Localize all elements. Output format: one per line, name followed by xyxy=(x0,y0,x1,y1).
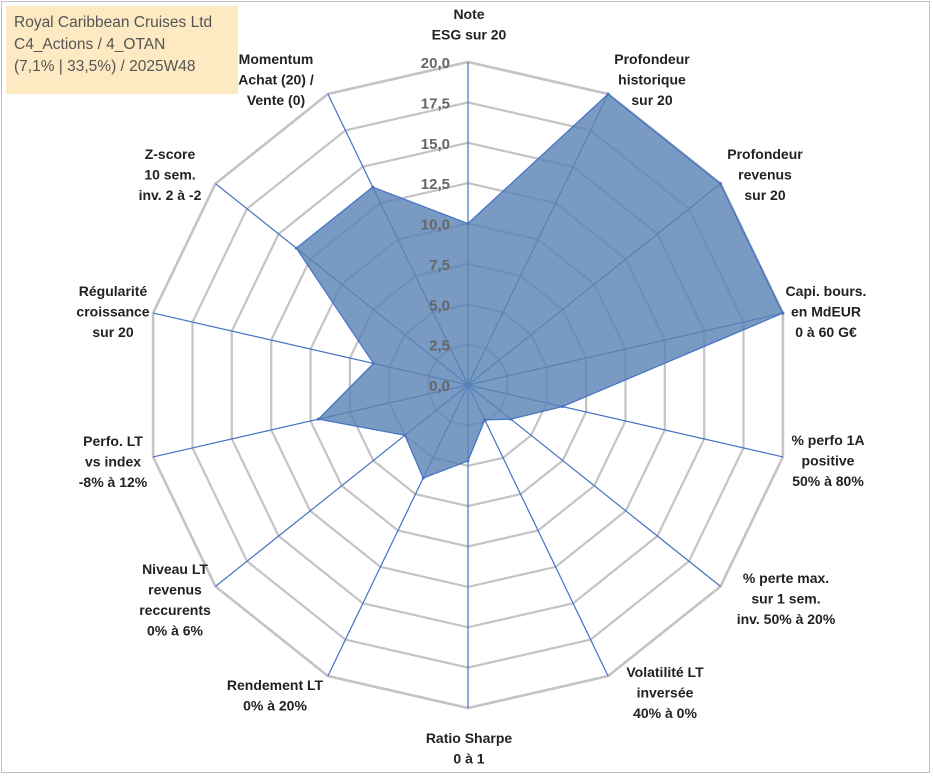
axis-label-line: sur 20 xyxy=(631,92,672,108)
axis-label-line: -8% à 12% xyxy=(79,474,148,490)
info-box: Royal Caribbean Cruises Ltd C4_Actions /… xyxy=(6,6,238,94)
axis-label-line: Momentum xyxy=(239,51,314,67)
axis-label-line: 0% à 6% xyxy=(147,623,204,639)
tick-label: 0,0 xyxy=(429,378,450,395)
axis-label-line: ESG sur 20 xyxy=(432,27,507,43)
axis-label: Momentum Achat (20) / Vente (0) xyxy=(238,51,314,108)
data-point xyxy=(606,92,610,96)
axis-label-line: historique xyxy=(618,72,686,88)
tick-label: 12,5 xyxy=(421,176,450,193)
tick-label: 15,0 xyxy=(421,136,450,153)
axis-label-line: inv. 2 à -2 xyxy=(139,187,202,203)
axis-label: % perte max. sur 1 sem. inv. 50% à 20% xyxy=(737,570,836,627)
data-point xyxy=(372,361,375,365)
data-point xyxy=(509,417,513,421)
axis-label-line: Perfo. LT xyxy=(83,433,143,449)
axis-label-line: vs index xyxy=(85,454,141,470)
axis-label: Niveau LT revenus reccurents 0% à 6% xyxy=(139,561,211,639)
tick-label: 5,0 xyxy=(429,297,450,314)
axis-label-line: Profondeur xyxy=(614,51,690,67)
axis-label: Perfo. LT vs index -8% à 12% xyxy=(79,433,148,490)
axis-label-line: % perfo 1A xyxy=(791,432,864,448)
axis-label: Profondeur revenus sur 20 xyxy=(727,146,803,203)
axis-label-line: Rendement LT xyxy=(227,677,324,693)
axis-label: Régularité croissance sur 20 xyxy=(76,283,149,340)
axis-label-line: 40% à 0% xyxy=(633,705,697,721)
stats-label: (7,1% | 33,5%) / 2025W48 xyxy=(14,58,196,75)
tick-label: 2,5 xyxy=(429,338,450,355)
axis-spoke xyxy=(467,384,609,677)
axis-label: Ratio Sharpe 0 à 1 xyxy=(426,730,513,767)
axis-label-line: Volatilité LT xyxy=(626,664,704,680)
axis-label-line: 50% à 80% xyxy=(792,473,864,489)
radar-tick-labels: 0,0 2,5 5,0 7,5 10,0 12,5 15,0 17,5 20,0 xyxy=(421,55,450,395)
data-point xyxy=(421,476,425,480)
axis-label: % perfo 1A positive 50% à 80% xyxy=(791,432,864,489)
axis-label-line: croissance xyxy=(76,304,149,320)
data-point xyxy=(561,405,564,409)
axis-label-line: Note xyxy=(453,6,484,22)
axis-label-line: positive xyxy=(802,453,855,469)
radar-axis-labels: Note ESG sur 20 Profondeur historique sur 20… xyxy=(76,6,866,767)
axis-label-line: 10 sem. xyxy=(144,167,195,183)
axis-label-line: 0% à 20% xyxy=(243,698,307,714)
axis-label: Z-score 10 sem. inv. 2 à -2 xyxy=(139,146,202,203)
axis-label: Note ESG sur 20 xyxy=(432,6,507,43)
axis-label-line: 0 à 1 xyxy=(453,751,484,767)
axis-label-line: 0 à 60 G€ xyxy=(795,324,857,340)
data-point xyxy=(371,185,375,189)
axis-label-line: Z-score xyxy=(145,146,196,162)
axis-label-line: Capi. bours. xyxy=(786,283,867,299)
axis-label-line: % perte max. xyxy=(743,570,829,586)
data-point xyxy=(294,246,298,250)
category-label: C4_Actions / 4_OTAN xyxy=(14,36,166,53)
data-point xyxy=(483,418,487,422)
axis-label-line: sur 1 sem. xyxy=(751,591,820,607)
data-point xyxy=(466,222,470,225)
axis-label-line: inversée xyxy=(637,685,694,701)
tick-label: 7,5 xyxy=(429,257,450,274)
data-point xyxy=(316,417,320,421)
axis-label-line: en MdEUR xyxy=(791,304,861,320)
axis-label: Rendement LT 0% à 20% xyxy=(227,677,324,714)
tick-label: 17,5 xyxy=(421,95,450,112)
axis-label-line: reccurents xyxy=(139,602,211,618)
axis-label: Profondeur historique sur 20 xyxy=(614,51,690,108)
data-point xyxy=(466,459,470,463)
axis-label-line: sur 20 xyxy=(744,187,785,203)
tick-label: 20,0 xyxy=(421,55,450,72)
axis-label-line: Régularité xyxy=(79,283,148,299)
data-point xyxy=(781,311,785,315)
series-area xyxy=(295,93,784,479)
axis-label-line: sur 20 xyxy=(92,324,133,340)
tick-label: 10,0 xyxy=(421,217,450,234)
data-point xyxy=(719,182,722,186)
axis-label-line: Niveau LT xyxy=(142,561,208,577)
company-name: Royal Caribbean Cruises Ltd xyxy=(14,14,213,31)
axis-label-line: Profondeur xyxy=(727,146,803,162)
data-point xyxy=(403,433,407,437)
axis-label-line: inv. 50% à 20% xyxy=(737,611,836,627)
axis-label: Capi. bours. en MdEUR 0 à 60 G€ xyxy=(786,283,867,340)
axis-label-line: revenus xyxy=(738,167,792,183)
axis-label: Volatilité LT inversée 40% à 0% xyxy=(626,664,704,721)
axis-label-line: Achat (20) / xyxy=(238,72,314,88)
axis-label-line: revenus xyxy=(148,582,202,598)
axis-label-line: Ratio Sharpe xyxy=(426,730,513,746)
radar-series xyxy=(294,92,785,480)
axis-label-line: Vente (0) xyxy=(247,92,305,108)
